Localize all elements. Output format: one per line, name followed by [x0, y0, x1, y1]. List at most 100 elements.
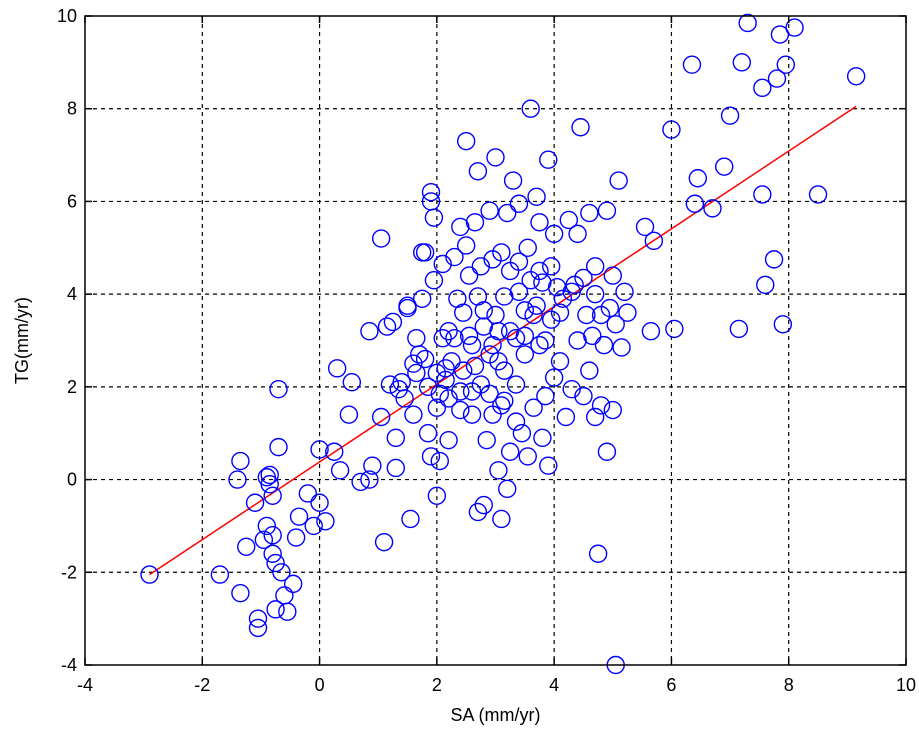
data-point: [462, 335, 482, 355]
data-point: [401, 509, 420, 529]
x-tick-label: -2: [194, 675, 210, 695]
x-axis-label: SA (mm/yr): [451, 705, 541, 725]
data-point: [547, 277, 567, 297]
data-point: [524, 398, 543, 417]
data-point: [492, 396, 511, 415]
data-point: [492, 243, 511, 262]
data-point: [562, 379, 581, 399]
data-point: [266, 600, 285, 619]
data-point: [483, 335, 502, 355]
y-tick-label: 4: [67, 284, 77, 304]
data-point: [641, 322, 661, 341]
data-point: [539, 456, 558, 475]
data-point: [140, 565, 159, 584]
data-point: [439, 430, 458, 450]
data-point: [764, 250, 784, 269]
data-point: [462, 405, 482, 424]
data-point: [474, 301, 493, 320]
data-point: [421, 182, 441, 202]
data-point: [421, 447, 441, 466]
data-point: [506, 328, 526, 348]
data-point: [263, 486, 282, 505]
data-point: [360, 322, 379, 341]
data-point: [310, 493, 329, 512]
data-point: [515, 345, 535, 364]
x-tick-label: 6: [666, 675, 676, 695]
data-point: [410, 345, 429, 364]
data-point: [339, 405, 359, 424]
data-point: [580, 361, 599, 380]
data-point: [430, 451, 449, 471]
data-point: [506, 412, 526, 431]
data-point: [568, 331, 587, 350]
data-point: [530, 335, 549, 355]
data-point: [374, 532, 394, 552]
data-point: [732, 53, 751, 72]
data-point: [574, 386, 593, 406]
data-point: [245, 493, 265, 512]
data-point: [785, 18, 804, 37]
data-point: [521, 99, 540, 118]
data-point: [415, 349, 435, 369]
data-point: [603, 400, 622, 420]
data-point: [539, 150, 558, 169]
data-point: [283, 574, 303, 594]
fit-line-layer: [149, 105, 857, 576]
data-point: [254, 530, 274, 550]
x-tick-label: 2: [432, 675, 442, 695]
data-point: [386, 458, 406, 478]
data-point: [248, 618, 268, 638]
data-point: [351, 472, 370, 492]
data-point: [688, 169, 708, 188]
data-point: [527, 296, 546, 315]
x-tick-label: -4: [77, 675, 93, 695]
data-point: [477, 430, 496, 450]
data-point: [603, 266, 622, 285]
y-tick-label: 8: [67, 99, 77, 119]
data-point: [753, 78, 772, 98]
regression-line: [149, 105, 857, 576]
data-point: [451, 217, 470, 237]
data-point: [500, 261, 520, 281]
data-point: [509, 194, 529, 213]
data-point: [480, 384, 499, 404]
data-point: [263, 544, 282, 563]
data-point: [574, 268, 593, 288]
data-point: [635, 217, 655, 237]
data-point: [418, 377, 438, 397]
data-point: [398, 296, 417, 315]
data-point: [571, 118, 590, 137]
data-point: [371, 407, 391, 427]
data-point: [556, 407, 576, 427]
y-tick-label: 10: [57, 6, 77, 26]
data-point: [210, 565, 230, 584]
data-point: [568, 224, 587, 244]
data-point: [515, 326, 535, 346]
data-point: [412, 289, 432, 308]
data-point: [767, 69, 787, 88]
data-point: [489, 352, 508, 371]
data-point: [703, 199, 722, 218]
data-point: [278, 602, 297, 621]
data-point: [459, 326, 479, 346]
data-point: [503, 171, 523, 190]
data-point: [377, 317, 397, 336]
data-point: [383, 312, 403, 332]
data-point: [418, 424, 438, 443]
data-point: [536, 386, 555, 406]
data-point: [512, 424, 532, 443]
data-point: [471, 257, 491, 276]
data-point: [454, 361, 473, 380]
data-point: [588, 544, 608, 563]
axis-ticks: -4 -2 0 2 4 6 8 10 -4 -2 0 2 4 6 8 10: [57, 6, 916, 695]
data-point: [231, 451, 250, 471]
data-point: [483, 405, 502, 424]
data-point: [715, 157, 734, 176]
data-point: [583, 326, 602, 346]
data-point: [550, 303, 570, 322]
data-point: [808, 185, 828, 204]
data-point: [618, 303, 637, 322]
data-point: [530, 213, 549, 232]
data-point: [456, 236, 476, 255]
data-point: [515, 301, 535, 320]
